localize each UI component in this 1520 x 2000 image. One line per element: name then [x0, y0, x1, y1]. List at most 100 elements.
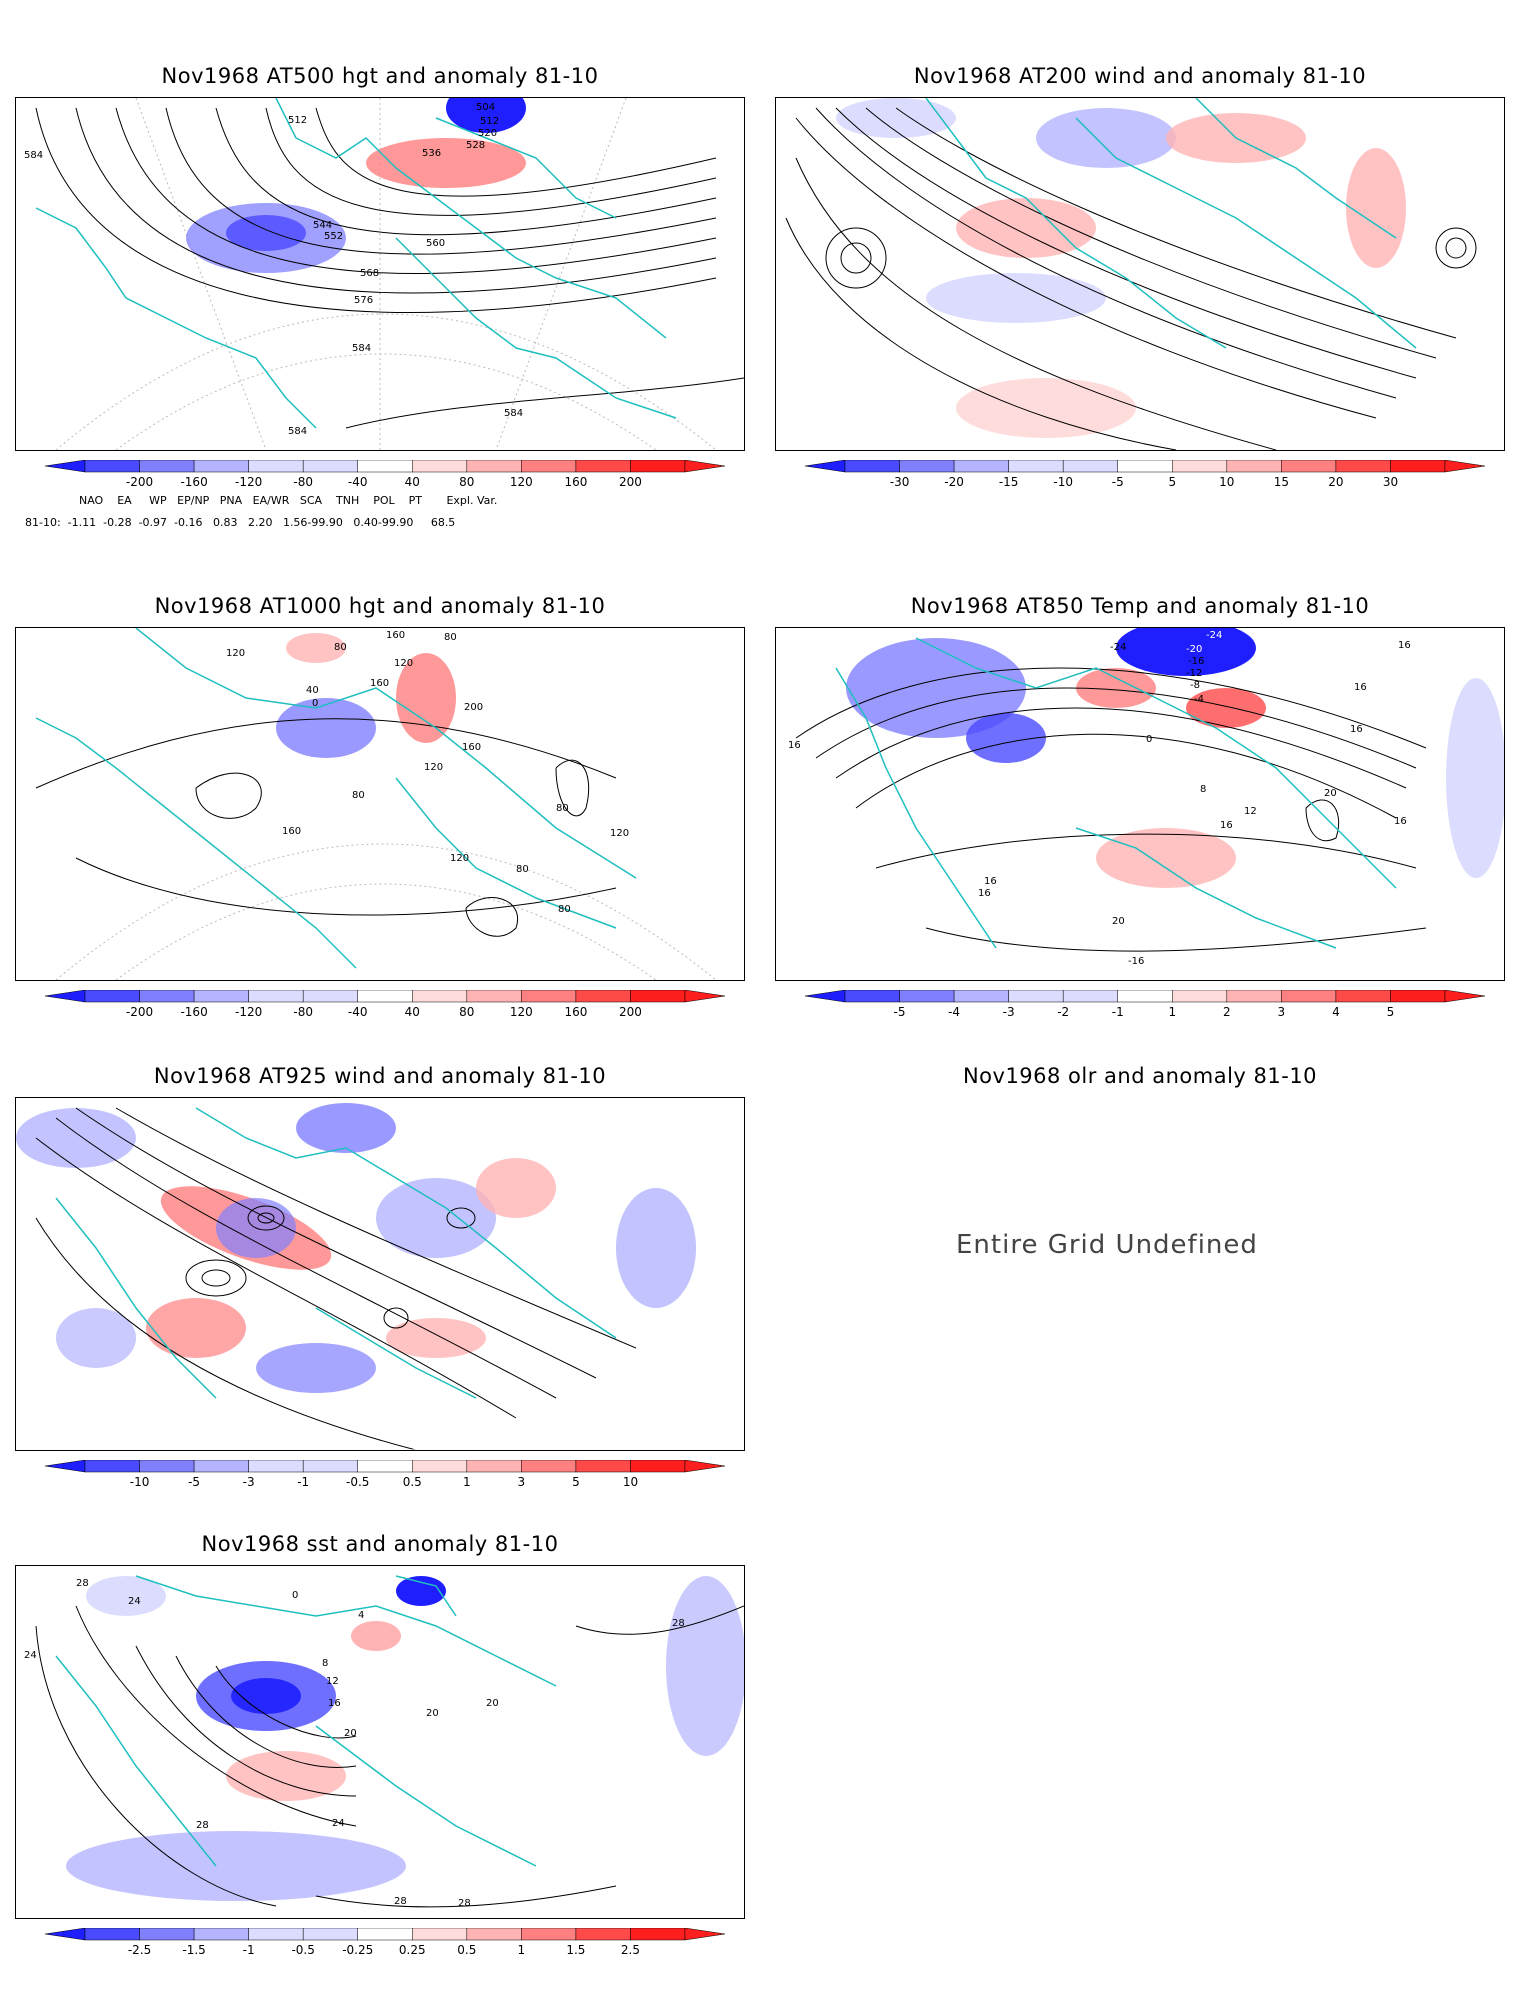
colorbar-segment — [466, 1460, 522, 1473]
colorbar-sst: -2.5 -1.5 -1 -0.5 -0.25 0.25 0.5 1 1.5 2.5 — [45, 1928, 725, 1957]
colorbar-tick-label: -5 — [894, 1005, 906, 1019]
colorbar-segment — [1062, 990, 1118, 1003]
colorbar-segment — [844, 990, 900, 1003]
colorbar-segment — [1117, 460, 1173, 473]
contour-label: 0 — [292, 1590, 298, 1601]
colorbar-tick-label: 0.25 — [399, 1943, 426, 1957]
contour-label: 24 — [24, 1650, 37, 1661]
colorbar-tick-label: 120 — [510, 1005, 533, 1019]
colorbar-segment — [193, 1460, 249, 1473]
colorbar-tick-label: -200 — [126, 475, 153, 489]
colorbar-tick-label: 160 — [564, 1005, 587, 1019]
colorbar-tick-label: -200 — [126, 1005, 153, 1019]
contour-label: 16 — [1354, 682, 1367, 693]
contour-label: 120 — [610, 828, 629, 839]
colorbar-segment — [466, 990, 522, 1003]
colorbar-tick-label: 30 — [1383, 475, 1398, 489]
colorbar-segment — [521, 990, 577, 1003]
contour-label: 160 — [370, 678, 389, 689]
contour-label: -24 — [1110, 642, 1126, 653]
colorbar-segment — [1335, 990, 1391, 1003]
colorbar-at200: -30 -20 -15 -10 -5 5 10 15 20 30 — [805, 460, 1485, 489]
contour-label: 20 — [486, 1698, 499, 1709]
colorbar-tick-label: -1 — [297, 1475, 309, 1489]
colorbar-segment — [248, 990, 304, 1003]
colorbar-segment — [139, 990, 195, 1003]
contour-label: 120 — [394, 658, 413, 669]
contour-label: 16 — [978, 888, 991, 899]
contour-label: 40 — [306, 685, 319, 696]
contour-label: 16 — [984, 876, 997, 887]
contour-label: 8 — [322, 1658, 328, 1669]
colorbar-tick-label: 120 — [510, 475, 533, 489]
colorbar-segment — [357, 1460, 413, 1473]
map-at200 — [775, 97, 1505, 451]
colorbar-segment — [357, 990, 413, 1003]
colorbar-segment — [84, 1928, 140, 1941]
colorbar-tick-label: -4 — [948, 1005, 960, 1019]
panel-title-at200: Nov1968 AT200 wind and anomaly 81-10 — [913, 64, 1367, 88]
graticule — [55, 98, 717, 450]
contour-label: 512 — [288, 115, 307, 126]
contour-label: 560 — [426, 238, 445, 249]
colorbar-segment — [899, 990, 955, 1003]
colorbar-tick-label: 2 — [1223, 1005, 1231, 1019]
contour-label: 80 — [516, 864, 529, 875]
colorbar-segment — [575, 990, 631, 1003]
colorbar-segment — [302, 990, 358, 1003]
map-canvas-at925 — [16, 1098, 744, 1450]
colorbar-tick-label: -1.5 — [182, 1943, 205, 1957]
colorbar-tick-label: -5 — [1112, 475, 1124, 489]
map-canvas-at200 — [785, 98, 1477, 450]
contour-label: 504 — [476, 102, 495, 113]
colorbar-arrow-right — [1444, 990, 1485, 1003]
colorbar-arrow-left — [805, 990, 846, 1003]
map-canvas-at850: -24 -24 -20 -16 -12 -8 -4 0 16 16 16 16 … — [788, 628, 1504, 967]
colorbar-segment — [1008, 460, 1064, 473]
colorbar-segment — [357, 460, 413, 473]
colorbar-at925: -10 -5 -3 -1 -0.5 0.5 1 3 5 10 — [45, 1460, 725, 1489]
contour-label: 584 — [288, 426, 307, 437]
colorbar-tick-label: -15 — [999, 475, 1019, 489]
colorbar-tick-label: 5 — [1387, 1005, 1395, 1019]
colorbar-tick-label: 1 — [518, 1943, 526, 1957]
colorbar-tick-label: -40 — [348, 475, 368, 489]
contour-label: 80 — [334, 642, 347, 653]
panel-title-at1000: Nov1968 AT1000 hgt and anomaly 81-10 — [154, 594, 606, 618]
colorbar-segment — [412, 990, 468, 1003]
contour-label: 568 — [360, 268, 379, 279]
colorbar-segment — [575, 1460, 631, 1473]
contour-label: 160 — [282, 826, 301, 837]
colorbar-arrow-left — [45, 1460, 86, 1473]
colorbar-tick-label: -0.25 — [342, 1943, 373, 1957]
colorbar-segment — [248, 1928, 304, 1941]
colorbar-segment — [466, 1928, 522, 1941]
contour-label: 552 — [324, 231, 343, 242]
colorbar-tick-label: -2.5 — [128, 1943, 151, 1957]
map-at1000: 160 80 120 40 80 160 0 120 200 160 120 8… — [15, 627, 745, 981]
colorbar-tick-label: -0.5 — [346, 1475, 369, 1489]
contour-label: 28 — [458, 1898, 471, 1909]
colorbar-segment — [248, 460, 304, 473]
contour-label: 28 — [394, 1896, 407, 1907]
colorbar-tick-label: 200 — [619, 475, 642, 489]
contour-label: 584 — [352, 343, 371, 354]
colorbar-tick-label: 10 — [1219, 475, 1234, 489]
contour-label: 28 — [196, 1820, 209, 1831]
colorbar-segment — [953, 460, 1009, 473]
contour-label: 528 — [466, 140, 485, 151]
contour-label: 120 — [226, 648, 245, 659]
contour-label: -12 — [1186, 668, 1202, 679]
colorbar-segment — [139, 460, 195, 473]
teleconnection-header: NAO EA WP EP/NP PNA EA/WR SCA TNH POL PT… — [65, 494, 498, 507]
contour-label: 28 — [76, 1578, 89, 1589]
contour-label: 120 — [450, 853, 469, 864]
contour-label: -20 — [1186, 644, 1202, 655]
colorbar-segment — [521, 460, 577, 473]
colorbar-segment — [193, 990, 249, 1003]
contour-label: 512 — [480, 116, 499, 127]
colorbar-segment — [302, 1928, 358, 1941]
colorbar-tick-label: -3 — [243, 1475, 255, 1489]
colorbar-tick-label: 10 — [623, 1475, 638, 1489]
colorbar-segment — [953, 990, 1009, 1003]
